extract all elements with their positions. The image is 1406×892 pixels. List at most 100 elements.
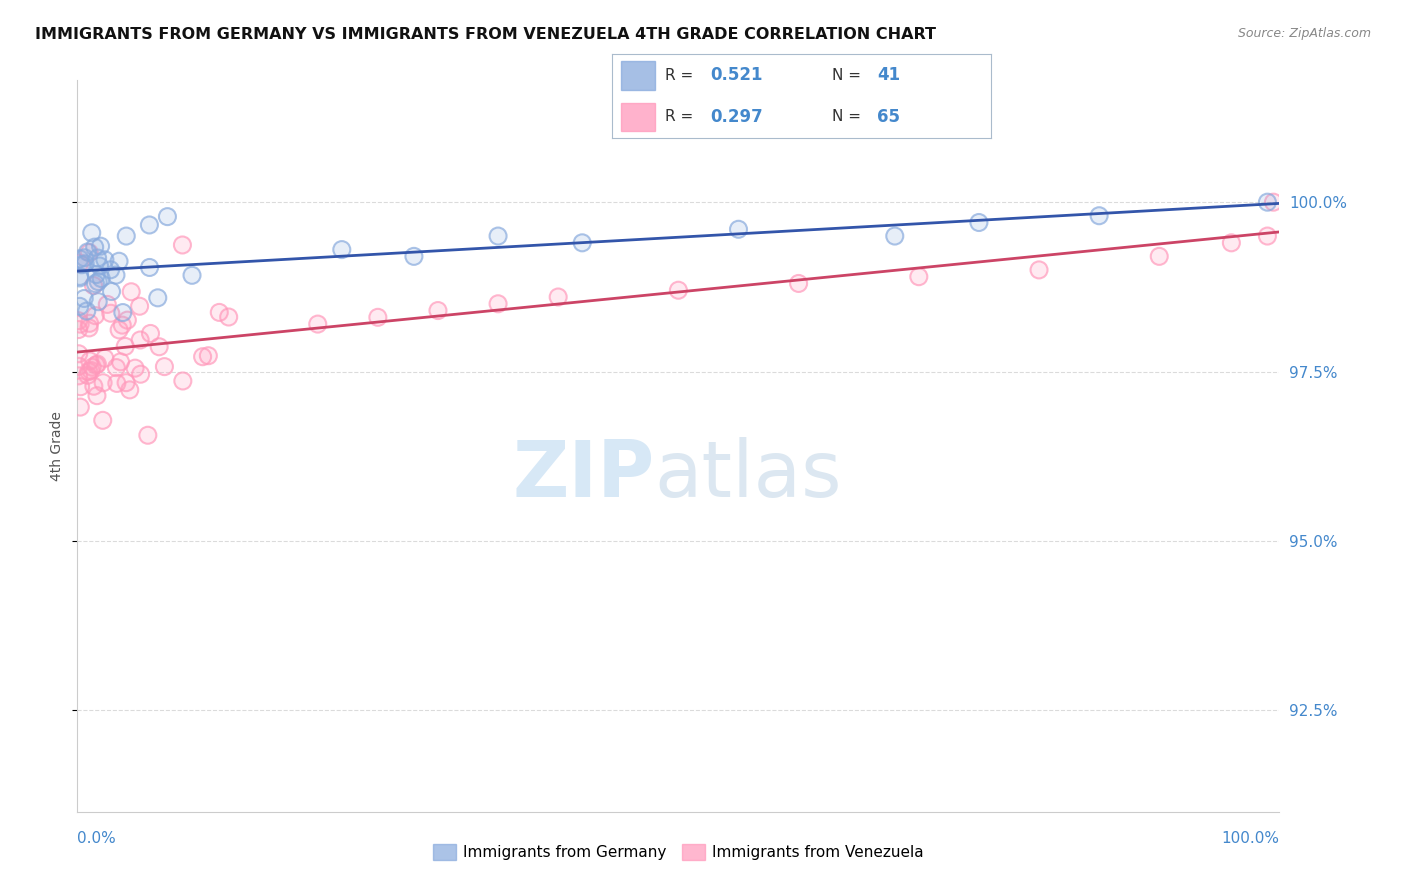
- Point: [69, 380, 91, 394]
- Point: [129, 368, 152, 382]
- Point: [105, 360, 128, 375]
- Point: [75, 257, 97, 271]
- Point: [110, 355, 132, 369]
- Point: [67, 359, 90, 374]
- Point: [153, 359, 176, 374]
- Point: [1220, 235, 1243, 250]
- Point: [181, 268, 204, 283]
- Point: [1256, 195, 1278, 210]
- Point: [1088, 209, 1111, 223]
- Point: [138, 218, 160, 232]
- Point: [83, 278, 105, 293]
- Point: [727, 222, 749, 236]
- Point: [139, 326, 162, 341]
- Point: [86, 251, 108, 265]
- Point: [427, 303, 450, 318]
- Point: [87, 275, 110, 289]
- Point: [108, 254, 131, 268]
- Point: [105, 376, 128, 391]
- Point: [105, 376, 128, 391]
- Point: [571, 235, 593, 250]
- Point: [77, 365, 100, 379]
- Point: [118, 383, 141, 397]
- Point: [100, 262, 122, 277]
- Point: [69, 269, 91, 284]
- Point: [100, 306, 122, 320]
- Point: [79, 316, 101, 330]
- Point: [1028, 263, 1050, 277]
- Point: [367, 310, 389, 325]
- Point: [73, 251, 96, 265]
- Point: [100, 285, 122, 299]
- Point: [668, 283, 690, 297]
- Point: [129, 333, 152, 347]
- Point: [100, 262, 122, 277]
- Point: [138, 218, 160, 232]
- Point: [67, 347, 90, 361]
- Point: [100, 306, 122, 320]
- Point: [114, 339, 136, 353]
- Point: [172, 238, 194, 252]
- Point: [69, 299, 91, 313]
- Point: [82, 360, 104, 375]
- Point: [67, 368, 90, 383]
- Point: [117, 313, 139, 327]
- Point: [486, 297, 509, 311]
- Point: [883, 229, 905, 244]
- Point: [486, 229, 509, 244]
- Point: [69, 269, 91, 284]
- Point: [1220, 235, 1243, 250]
- Point: [82, 360, 104, 375]
- Point: [115, 376, 138, 390]
- Point: [84, 309, 107, 323]
- Point: [108, 254, 131, 268]
- Point: [136, 428, 159, 442]
- Point: [69, 252, 91, 266]
- Point: [111, 318, 134, 332]
- Point: [76, 244, 98, 259]
- Text: IMMIGRANTS FROM GERMANY VS IMMIGRANTS FROM VENEZUELA 4TH GRADE CORRELATION CHART: IMMIGRANTS FROM GERMANY VS IMMIGRANTS FR…: [35, 27, 936, 42]
- Point: [84, 268, 107, 282]
- Point: [83, 240, 105, 254]
- Point: [87, 294, 110, 309]
- Point: [136, 428, 159, 442]
- Point: [668, 283, 690, 297]
- Point: [1263, 195, 1285, 210]
- Point: [100, 285, 122, 299]
- Text: 0.297: 0.297: [710, 108, 763, 126]
- Point: [84, 358, 107, 372]
- Point: [84, 277, 107, 291]
- Point: [172, 374, 194, 388]
- Text: ZIP: ZIP: [512, 437, 654, 513]
- Point: [84, 309, 107, 323]
- Point: [191, 350, 214, 364]
- Point: [105, 360, 128, 375]
- Point: [110, 355, 132, 369]
- Point: [427, 303, 450, 318]
- Text: 0.521: 0.521: [710, 66, 763, 84]
- Point: [91, 376, 114, 390]
- Point: [367, 310, 389, 325]
- Point: [84, 268, 107, 282]
- Point: [75, 257, 97, 271]
- Point: [115, 229, 138, 244]
- Point: [156, 210, 179, 224]
- Point: [89, 259, 111, 273]
- Point: [67, 368, 90, 383]
- Point: [94, 351, 117, 366]
- Point: [90, 271, 112, 285]
- Point: [67, 314, 90, 328]
- Point: [547, 290, 569, 304]
- Point: [86, 389, 108, 403]
- Point: [91, 376, 114, 390]
- Legend: Immigrants from Germany, Immigrants from Venezuela: Immigrants from Germany, Immigrants from…: [426, 838, 931, 866]
- Point: [69, 256, 91, 270]
- Point: [69, 271, 91, 285]
- Point: [111, 305, 134, 319]
- Point: [94, 252, 117, 267]
- Point: [104, 268, 127, 282]
- Point: [129, 368, 152, 382]
- Point: [70, 258, 93, 272]
- Point: [181, 268, 204, 283]
- Point: [571, 235, 593, 250]
